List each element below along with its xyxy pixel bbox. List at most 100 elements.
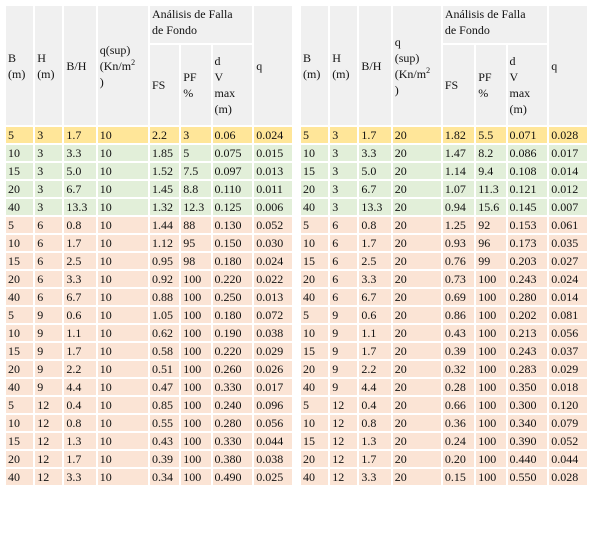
- cell-b-over-h: 3.3: [359, 145, 391, 161]
- cell-q-sup: 10: [97, 127, 148, 143]
- cell-h: 3: [35, 163, 63, 179]
- header-q: q: [254, 6, 292, 125]
- cell-q: 0.038: [254, 451, 292, 467]
- right-table: B (m) H (m) B/H q (sup) (Kn/m2) Análisis de …: [299, 4, 589, 487]
- cell-b-over-h: 1.1: [359, 325, 391, 341]
- table-row: 20 6 3.3 10 0.92 100 0.220 0.022: [6, 271, 292, 287]
- header-fs: FS: [149, 45, 180, 125]
- table-row: 10 6 1.7 20 0.93 96 0.173 0.035: [301, 235, 587, 251]
- cell-fs: 0.94: [442, 199, 475, 215]
- table-row: 5 3 1.7 20 1.82 5.5 0.071 0.028: [301, 127, 587, 143]
- cell-q: 0.096: [254, 397, 292, 413]
- cell-q-sup: 20: [392, 217, 441, 233]
- cell-q-sup: 10: [97, 217, 148, 233]
- cell-dv-max: 0.243: [507, 343, 548, 359]
- cell-q-sup: 10: [97, 271, 148, 287]
- cell-b: 15: [301, 433, 329, 449]
- cell-h: 3: [35, 127, 63, 143]
- cell-q-sup: 10: [97, 397, 148, 413]
- cell-q-sup: 20: [392, 271, 441, 287]
- header-fs: FS: [442, 45, 475, 125]
- header-b: B (m): [301, 6, 329, 125]
- cell-b-over-h: 0.4: [359, 397, 391, 413]
- table-row: 40 6 6.7 20 0.69 100 0.280 0.014: [301, 289, 587, 305]
- cell-pf: 100: [181, 325, 211, 341]
- table-row: 15 12 1.3 20 0.24 100 0.390 0.052: [301, 433, 587, 449]
- cell-dv-max: 0.125: [212, 199, 253, 215]
- cell-q-sup: 10: [97, 451, 148, 467]
- cell-q: 0.052: [549, 433, 587, 449]
- cell-q: 0.044: [254, 433, 292, 449]
- cell-q-sup: 20: [392, 199, 441, 215]
- cell-dv-max: 0.145: [507, 199, 548, 215]
- cell-pf: 95: [181, 235, 211, 251]
- cell-dv-max: 0.380: [212, 451, 253, 467]
- cell-h: 6: [35, 271, 63, 287]
- cell-q-sup: 20: [392, 343, 441, 359]
- cell-fs: 1.45: [149, 181, 180, 197]
- cell-b-over-h: 13.3: [359, 199, 391, 215]
- table-row: 15 3 5.0 10 1.52 7.5 0.097 0.013: [6, 163, 292, 179]
- cell-dv-max: 0.110: [212, 181, 253, 197]
- table-row: 40 9 4.4 10 0.47 100 0.330 0.017: [6, 379, 292, 395]
- cell-b: 20: [6, 361, 34, 377]
- cell-q: 0.006: [254, 199, 292, 215]
- cell-pf: 5.5: [476, 127, 506, 143]
- cell-h: 6: [330, 289, 358, 305]
- cell-dv-max: 0.153: [507, 217, 548, 233]
- cell-h: 3: [35, 145, 63, 161]
- cell-q: 0.017: [254, 379, 292, 395]
- cell-b: 15: [6, 433, 34, 449]
- cell-h: 6: [35, 217, 63, 233]
- cell-q-sup: 20: [392, 163, 441, 179]
- header-q-sup: q(sup)(Kn/m2): [97, 6, 148, 125]
- cell-q: 0.011: [254, 181, 292, 197]
- cell-fs: 2.2: [149, 127, 180, 143]
- cell-pf: 8.8: [181, 181, 211, 197]
- cell-b: 10: [301, 235, 329, 251]
- cell-pf: 100: [476, 307, 506, 323]
- cell-b: 15: [301, 163, 329, 179]
- header-b-over-h: B/H: [359, 6, 391, 125]
- cell-pf: 100: [181, 469, 211, 485]
- cell-b-over-h: 1.7: [64, 235, 96, 251]
- cell-q: 0.014: [549, 163, 587, 179]
- cell-b-over-h: 6.7: [359, 289, 391, 305]
- table-row: 10 6 1.7 10 1.12 95 0.150 0.030: [6, 235, 292, 251]
- cell-pf: 100: [476, 451, 506, 467]
- cell-q: 0.029: [549, 361, 587, 377]
- cell-fs: 0.58: [149, 343, 180, 359]
- cell-pf: 100: [476, 271, 506, 287]
- cell-fs: 0.73: [442, 271, 475, 287]
- cell-b-over-h: 1.7: [359, 451, 391, 467]
- header-h: H (m): [330, 6, 358, 125]
- table-row: 15 12 1.3 10 0.43 100 0.330 0.044: [6, 433, 292, 449]
- cell-h: 3: [330, 199, 358, 215]
- cell-pf: 100: [181, 343, 211, 359]
- cell-q: 0.056: [549, 325, 587, 341]
- cell-dv-max: 0.203: [507, 253, 548, 269]
- cell-dv-max: 0.283: [507, 361, 548, 377]
- cell-b-over-h: 1.7: [64, 451, 96, 467]
- cell-b-over-h: 0.8: [64, 415, 96, 431]
- cell-h: 9: [35, 361, 63, 377]
- cell-dv-max: 0.330: [212, 379, 253, 395]
- cell-dv-max: 0.190: [212, 325, 253, 341]
- cell-fs: 0.66: [442, 397, 475, 413]
- cell-dv-max: 0.280: [212, 415, 253, 431]
- cell-pf: 100: [476, 415, 506, 431]
- table-row: 20 3 6.7 20 1.07 11.3 0.121 0.012: [301, 181, 587, 197]
- cell-b: 20: [301, 361, 329, 377]
- cell-pf: 88: [181, 217, 211, 233]
- cell-q-sup: 10: [97, 325, 148, 341]
- cell-b: 20: [301, 271, 329, 287]
- right-table-body: 5 3 1.7 20 1.82 5.5 0.071 0.028 10 3 3.3 20 1.47 8.2 0…: [301, 127, 587, 485]
- cell-b: 10: [6, 235, 34, 251]
- cell-b: 40: [6, 469, 34, 485]
- cell-b-over-h: 3.3: [64, 271, 96, 287]
- cell-fs: 0.43: [149, 433, 180, 449]
- table-row: 15 9 1.7 10 0.58 100 0.220 0.029: [6, 343, 292, 359]
- cell-h: 6: [330, 235, 358, 251]
- cell-fs: 1.12: [149, 235, 180, 251]
